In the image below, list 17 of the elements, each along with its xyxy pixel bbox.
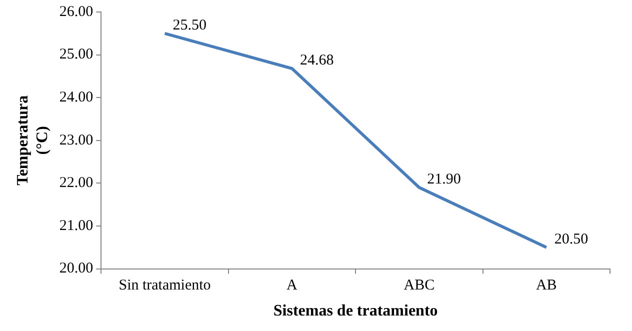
y-axis-title: Temperatura (°C) [14,95,51,186]
x-tick-label: ABC [404,278,435,294]
y-tick-label: 22.00 [59,175,94,192]
x-tick-label: Sin tratamiento [118,278,211,294]
y-tick-label: 26.00 [59,4,94,20]
text: 20.50 [554,231,588,248]
y-tick-label: 25.00 [59,46,94,63]
y-tick-label: 20.00 [59,260,94,277]
x-axis-title: Sistemas de tratamiento [273,302,438,320]
text: 25.50 [172,17,207,34]
y-tick-label: 24.00 [59,90,94,106]
text: 24.68 [300,52,334,68]
text: 21.90 [427,171,461,188]
y-tick-label: 21.00 [59,218,94,234]
x-tick-label: AB [536,278,557,294]
y-tick-label: 23.00 [59,132,94,148]
x-tick-label: A [286,278,298,294]
